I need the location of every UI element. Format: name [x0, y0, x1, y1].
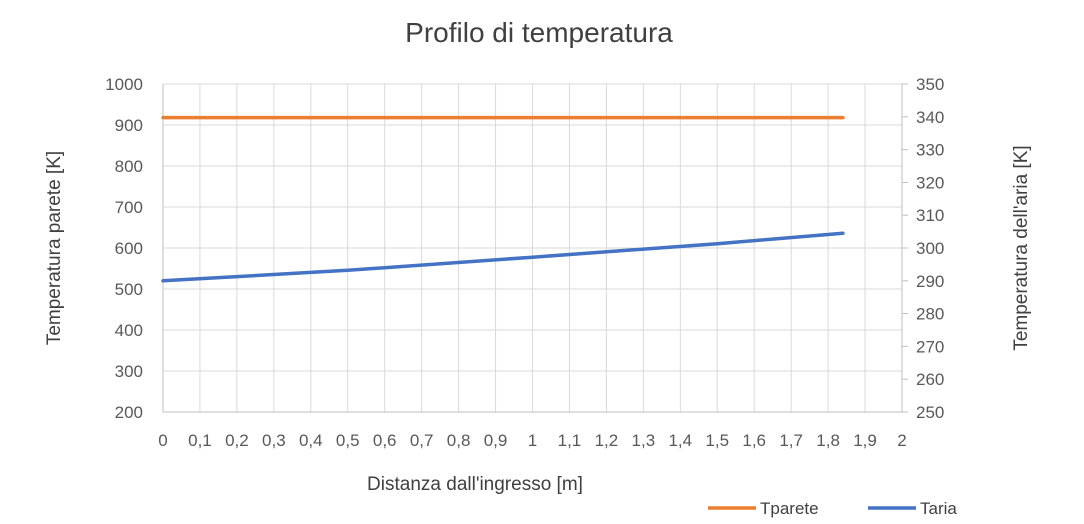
y-tick-label: 1000 — [105, 75, 143, 94]
legend: Tparete Taria — [708, 499, 957, 518]
y-tick-label: 400 — [115, 321, 143, 340]
y2-tick-label: 280 — [916, 305, 944, 324]
x-tick-label: 0,7 — [410, 431, 434, 450]
x-tick-label: 1,3 — [632, 431, 656, 450]
x-tick-label: 0,5 — [336, 431, 360, 450]
y-tick-label: 200 — [115, 403, 143, 422]
x-tick-label: 0,2 — [225, 431, 249, 450]
axes — [162, 83, 908, 413]
y-tick-label: 800 — [115, 157, 143, 176]
y-tick-label: 700 — [115, 198, 143, 217]
x-tick-label: 1,9 — [853, 431, 877, 450]
y-axis-title: Temperatura parete [K] — [44, 151, 65, 345]
x-tick-label: 1,6 — [742, 431, 766, 450]
x-tick-label: 0,8 — [447, 431, 471, 450]
y2-axis-title: Temperatura dell'aria [K] — [1011, 145, 1032, 350]
x-tick-label: 1 — [528, 431, 537, 450]
y2-tick-label: 290 — [916, 272, 944, 291]
x-tick-label: 1,5 — [705, 431, 729, 450]
y2-tick-label: 250 — [916, 403, 944, 422]
y-tick-label: 300 — [115, 362, 143, 381]
x-tick-label: 0,6 — [373, 431, 397, 450]
legend-label-taria: Taria — [920, 499, 957, 518]
x-tick-label: 1,1 — [558, 431, 582, 450]
y2-tick-label: 340 — [916, 108, 944, 127]
y-tick-label: 600 — [115, 239, 143, 258]
x-tick-label: 1,2 — [595, 431, 619, 450]
x-tick-label: 0 — [158, 431, 167, 450]
x-tick-label: 0,9 — [484, 431, 508, 450]
x-axis-title: Distanza dall'ingresso [m] — [367, 474, 583, 495]
series-layer — [161, 115, 845, 283]
x-tick-label: 1,7 — [779, 431, 803, 450]
chart-title: Profilo di temperatura — [405, 17, 673, 48]
y2-tick-label: 300 — [916, 239, 944, 258]
y2-tick-label: 350 — [916, 75, 944, 94]
y2-tick-label: 330 — [916, 141, 944, 160]
x-tick-label: 0,3 — [262, 431, 286, 450]
legend-label-tparete: Tparete — [760, 499, 819, 518]
x-tick-label: 2 — [897, 431, 906, 450]
y-tick-label: 900 — [115, 116, 143, 135]
y2-tick-label: 310 — [916, 206, 944, 225]
x-tick-label: 1,8 — [816, 431, 840, 450]
grid — [162, 83, 903, 413]
x-tick-label: 1,4 — [668, 431, 692, 450]
y2-tick-label: 260 — [916, 370, 944, 389]
y2-tick-label: 270 — [916, 337, 944, 356]
x-tick-label: 0,4 — [299, 431, 323, 450]
y-tick-label: 500 — [115, 280, 143, 299]
series-line-taria — [161, 231, 845, 283]
y2-tick-label: 320 — [916, 173, 944, 192]
tick-labels: 0 0,1 0,2 0,3 0,4 0,5 0,6 0,7 0,8 0,9 1 1,1 1,2 1,3 1,… — [105, 75, 944, 450]
x-tick-label: 0,1 — [188, 431, 212, 450]
